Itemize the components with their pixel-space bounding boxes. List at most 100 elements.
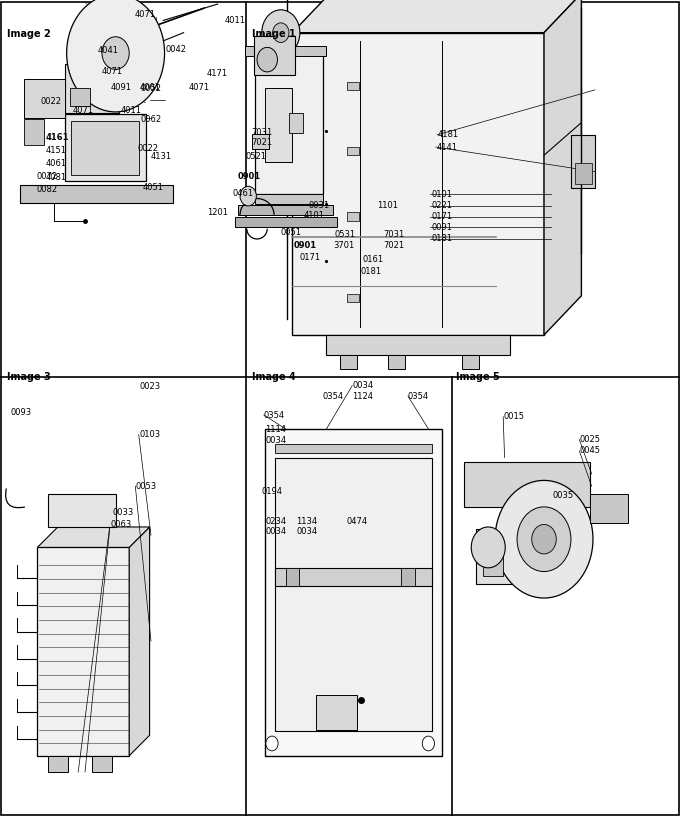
Text: 7031: 7031 [252,127,273,137]
Text: 0053: 0053 [136,481,157,491]
Text: 0354: 0354 [264,410,285,420]
Text: 0051: 0051 [281,228,302,238]
Text: 0354: 0354 [408,391,429,401]
Bar [92,756,112,772]
Circle shape [422,736,435,751]
Text: 0025: 0025 [579,435,600,444]
Circle shape [266,736,278,751]
Polygon shape [129,527,150,756]
Text: 0101: 0101 [432,190,453,199]
Text: 0521: 0521 [245,152,267,162]
Text: 0034: 0034 [265,435,286,445]
Text: 4171: 4171 [207,69,228,78]
Circle shape [532,525,556,554]
Text: 4161: 4161 [46,132,69,142]
Polygon shape [37,527,150,547]
Text: 0062: 0062 [141,114,162,124]
Bar [476,529,541,584]
Bar [326,335,510,355]
Text: 4101: 4101 [304,211,325,221]
Text: 0901: 0901 [238,172,261,181]
Bar [347,82,359,90]
Bar [462,355,479,369]
Bar [265,429,442,756]
Bar [388,355,405,369]
Text: 7021: 7021 [252,138,273,148]
Bar [24,119,44,145]
Polygon shape [292,0,581,33]
Text: 0093: 0093 [10,408,31,417]
Text: 0194: 0194 [262,487,283,497]
Bar [292,33,544,335]
Text: 0063: 0063 [111,520,132,529]
Text: 0034: 0034 [296,527,318,537]
Bar [571,135,595,188]
Circle shape [517,507,571,572]
Circle shape [257,47,277,72]
Text: 4011: 4011 [120,105,141,115]
Text: 1101: 1101 [377,201,398,211]
Bar [483,553,503,576]
Text: 7031: 7031 [384,230,405,239]
Bar [24,79,65,118]
Bar [275,458,432,731]
Text: Image 3: Image 3 [7,373,50,382]
Bar [289,113,303,133]
Text: 0171: 0171 [432,212,453,221]
Bar [48,756,68,772]
Text: 4071: 4071 [73,105,94,115]
Bar [65,64,119,113]
Bar [286,568,299,586]
Bar [347,212,359,221]
Bar [71,121,139,175]
Text: 0354: 0354 [322,391,343,401]
Text: 0072: 0072 [36,172,57,181]
Text: 0901: 0901 [294,241,317,251]
Bar [65,114,146,181]
Text: 4131: 4131 [151,152,172,162]
Text: 4081: 4081 [46,172,67,182]
Bar [340,355,357,369]
Text: 0461: 0461 [233,189,254,199]
Text: 4001: 4001 [139,83,160,92]
Text: 0034: 0034 [265,527,286,537]
Bar [347,147,359,155]
Polygon shape [544,0,581,335]
Text: 1124: 1124 [352,391,373,401]
Bar [265,88,292,162]
Bar [70,88,90,106]
Text: 0234: 0234 [265,516,286,526]
Text: 0171: 0171 [299,252,320,262]
Text: Image 5: Image 5 [456,373,499,382]
Bar [48,494,116,527]
Text: 0045: 0045 [579,446,600,456]
Text: 4041: 4041 [97,46,118,56]
Text: 0015: 0015 [503,412,524,422]
Text: 1134: 1134 [296,516,318,526]
Text: Image 1: Image 1 [252,29,295,39]
Text: Image 2: Image 2 [7,29,50,39]
Text: 4051: 4051 [143,183,164,193]
Bar [464,462,590,507]
Text: 0221: 0221 [432,201,453,211]
Text: 4091: 4091 [110,83,131,92]
Bar [20,185,173,203]
Text: 0034: 0034 [352,381,373,391]
Text: 4181: 4181 [438,130,459,140]
Circle shape [262,10,300,56]
Bar [245,46,326,56]
Circle shape [240,186,256,206]
Bar [275,444,432,453]
Bar [254,36,295,75]
Text: 0161: 0161 [362,255,384,265]
Text: 0022: 0022 [41,96,62,106]
Bar [316,695,357,730]
Text: 0091: 0091 [432,222,453,232]
Text: 4151: 4151 [46,145,67,155]
Text: Image 4: Image 4 [252,373,295,382]
Text: 0033: 0033 [112,507,133,517]
Text: 0103: 0103 [139,430,160,440]
Text: 0022: 0022 [137,144,158,154]
Text: 1201: 1201 [207,208,228,217]
Bar [255,47,323,194]
